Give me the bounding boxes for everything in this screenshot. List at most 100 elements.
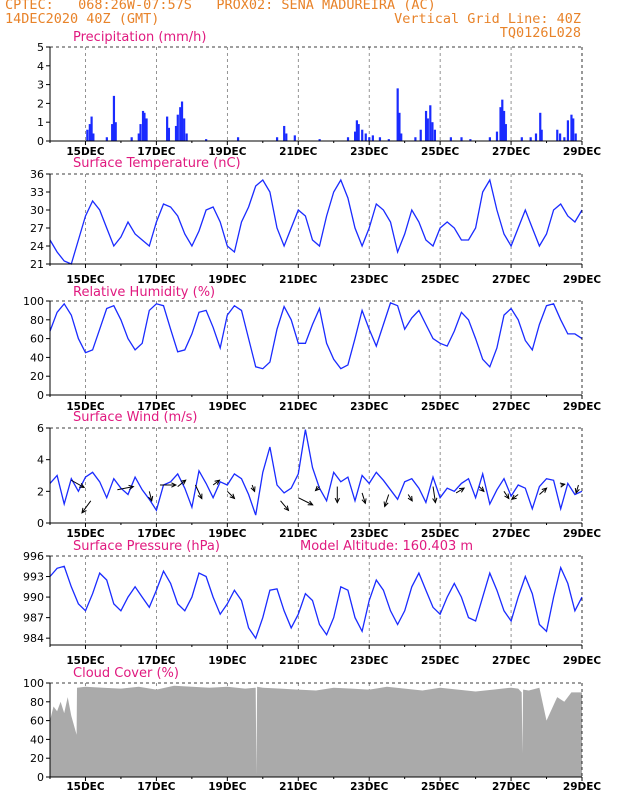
x-tick-label: 15DEC [66, 781, 105, 793]
x-tick-label: 19DEC [208, 146, 247, 158]
x-tick-label: 27DEC [492, 781, 531, 793]
precip-bar [357, 124, 360, 141]
precip-bar [105, 137, 108, 141]
x-tick-label: 27DEC [492, 401, 531, 413]
y-tick-label: 20 [30, 752, 44, 765]
x-tick-label: 23DEC [350, 528, 389, 540]
wind-arrowhead [197, 493, 203, 500]
wind-arrow [432, 486, 436, 503]
wind-arrowhead [510, 494, 517, 501]
y-tick-label: 2 [37, 97, 44, 110]
precip-bar [90, 116, 93, 141]
wind-arrowhead [283, 505, 290, 512]
x-tick-label: 25DEC [421, 528, 460, 540]
y-tick-label: 6 [37, 422, 44, 435]
wind-arrow [455, 487, 465, 494]
wind-arrowhead [171, 482, 178, 488]
precip-bar [130, 137, 133, 141]
precip-bar [137, 133, 140, 141]
y-tick-label: 21 [30, 258, 44, 271]
wind-arrow [407, 494, 413, 502]
temp-title: Surface Temperature (nC) [73, 156, 241, 171]
wind-arrow [71, 479, 85, 488]
y-tick-label: 0 [37, 135, 44, 148]
wind-arrow [117, 486, 134, 491]
precip-bar [112, 95, 116, 141]
pres-panel: 984 987 990 993 996 15DEC 17DEC 19DEC 21DEC 23DEC… [23, 539, 601, 667]
wind-arrowhead [504, 493, 510, 500]
precip-bar [426, 118, 429, 141]
precip-bar [143, 112, 146, 141]
y-tick-label: 80 [30, 314, 44, 327]
precip-bar [396, 88, 399, 141]
precip-bar [236, 137, 240, 141]
precip-bar [499, 107, 502, 141]
x-tick-label: 19DEC [208, 655, 247, 667]
y-tick-label: 36 [30, 168, 44, 181]
y-tick-label: 80 [30, 696, 44, 709]
wind-arrowhead [148, 495, 154, 503]
x-tick-label: 25DEC [421, 401, 460, 413]
cloud-panel: 0 20 40 60 80 100 15DEC 17DEC 19DEC 21DEC 23DEC 25D… [23, 666, 601, 793]
precip-bar [449, 137, 452, 141]
x-tick-label: 19DEC [208, 401, 247, 413]
y-tick-label: 40 [30, 351, 44, 364]
y-tick-label: 100 [23, 677, 44, 690]
x-tick-label: 21DEC [279, 655, 318, 667]
x-tick-label: 25DEC [421, 274, 460, 286]
precip-bar [346, 137, 350, 141]
x-tick-label: 15DEC [66, 528, 105, 540]
x-tick-label: 29DEC [563, 655, 602, 667]
precip-bar [114, 122, 117, 141]
pres-title: Surface Pressure (hPa) [73, 539, 220, 554]
precip-bar [145, 118, 148, 141]
x-tick-label: 15DEC [66, 655, 105, 667]
wind-arrow [226, 490, 235, 499]
wind-arrow [511, 494, 519, 500]
y-tick-label: 33 [30, 186, 44, 199]
wind-arrowhead [307, 500, 314, 506]
y-tick-label: 3 [37, 79, 44, 92]
temp-panel: 21 24 27 30 33 36 15DEC 17DEC 19DEC 21DEC 23DEC 25D… [30, 156, 601, 286]
x-tick-label: 27DEC [492, 274, 531, 286]
x-tick-label: 23DEC [350, 401, 389, 413]
y-tick-label: 24 [30, 240, 44, 253]
header-line1: CPTEC: 068:26W-07:57S PROX02: SENA MADUR… [5, 0, 436, 13]
wind-arrow [384, 494, 390, 507]
precip-bar [431, 122, 434, 141]
precip-bar [424, 110, 428, 141]
wind-arrowhead [432, 497, 438, 504]
y-tick-label: 0 [37, 517, 44, 530]
precip-bar [205, 139, 208, 141]
wind-arrow [81, 500, 92, 514]
precip-bar [400, 133, 403, 141]
rh-title: Relative Humidity (%) [73, 285, 215, 300]
x-tick-label: 25DEC [421, 655, 460, 667]
wind-arrowhead [79, 483, 86, 488]
precip-bar [504, 124, 507, 141]
wind-arrowhead [574, 488, 580, 495]
x-tick-label: 27DEC [492, 528, 531, 540]
x-tick-label: 29DEC [563, 528, 602, 540]
x-tick-label: 15DEC [66, 146, 105, 158]
x-tick-label: 29DEC [563, 274, 602, 286]
x-tick-label: 25DEC [421, 781, 460, 793]
y-tick-label: 60 [30, 333, 44, 346]
precip-bar [355, 120, 358, 141]
x-tick-label: 21DEC [279, 528, 318, 540]
precip-bar [166, 116, 169, 141]
precip-bar [111, 124, 114, 141]
wind-arrowhead [214, 479, 221, 485]
header-date: 14DEC2020 40Z (GMT) [5, 11, 160, 27]
precip-bar [378, 137, 382, 141]
wind-arrowhead [334, 497, 340, 504]
x-tick-label: 29DEC [563, 781, 602, 793]
precip-bar [534, 133, 538, 141]
wind-arrowhead [81, 507, 87, 514]
precip-bar [176, 114, 179, 141]
x-tick-label: 27DEC [492, 146, 531, 158]
precip-bar [559, 133, 562, 141]
precip-bar [540, 129, 543, 141]
precip-bar [293, 135, 296, 141]
